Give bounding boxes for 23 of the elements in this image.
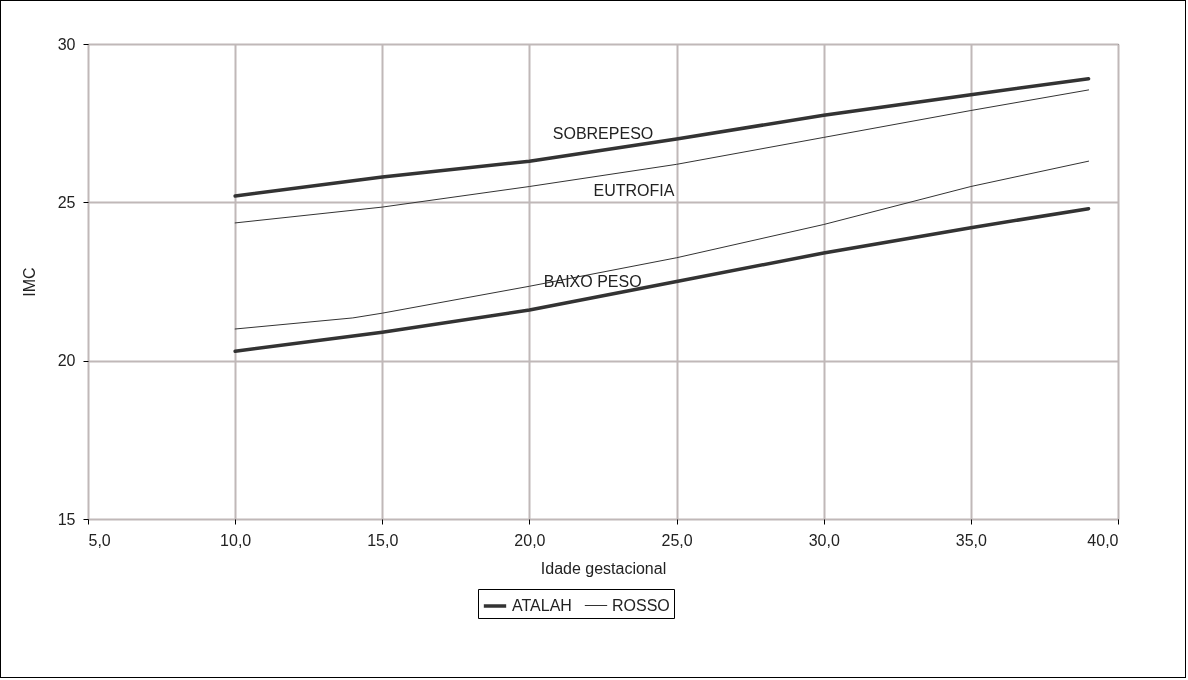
y-tick-label: 25 xyxy=(57,193,76,211)
y-tick-label: 20 xyxy=(57,352,76,370)
x-tick-label: 20,0 xyxy=(514,531,546,549)
annotation: BAIXO PESO xyxy=(543,272,642,290)
y-tick-label: 30 xyxy=(57,35,76,53)
line-series xyxy=(233,77,1091,198)
x-tick-label: 10,0 xyxy=(220,531,252,549)
line-series xyxy=(234,160,1090,330)
legend-label: ROSSO xyxy=(612,596,670,614)
annotation: EUTROFIA xyxy=(593,182,675,200)
y-tick-label: 15 xyxy=(57,510,76,528)
annotation: SOBREPESO xyxy=(552,125,654,143)
x-axis-title: Idade gestacional xyxy=(540,559,667,577)
line-series xyxy=(233,206,1091,353)
x-tick-label: 5,0 xyxy=(88,531,111,549)
x-tick-label: 35,0 xyxy=(955,531,988,549)
x-tick-label: 40,0 xyxy=(1087,531,1119,549)
y-axis-title: IMC xyxy=(20,267,38,297)
x-tick-label: 25,0 xyxy=(661,531,693,549)
legend-label: ATALAH xyxy=(512,597,572,614)
line-series xyxy=(234,89,1090,224)
x-tick-label: 30,0 xyxy=(808,531,840,549)
x-tick-label: 15,0 xyxy=(367,531,399,549)
